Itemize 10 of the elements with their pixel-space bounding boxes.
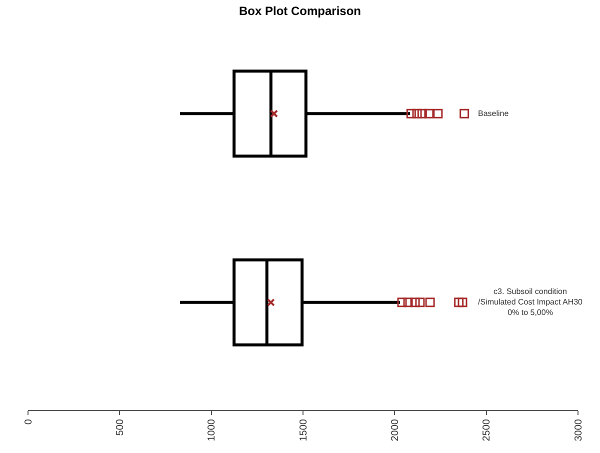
x-tick-label: 2500 [482, 418, 493, 442]
y-tick-label: Baseline [478, 109, 510, 118]
y-tick-label: c3. Subsoil condition /Simulated Cost Impact AH30 0% to 5,00% [478, 287, 584, 317]
x-tick-label: 500 [114, 418, 126, 436]
x-tick-label: 2000 [390, 418, 401, 442]
x-tick-label: 1000 [206, 418, 218, 442]
x-tick-label: 3000 [573, 418, 584, 442]
chart-title: Box Plot Comparison [238, 4, 362, 18]
x-tick-label: 0 [23, 418, 34, 425]
x-tick-label: 1500 [298, 418, 310, 442]
